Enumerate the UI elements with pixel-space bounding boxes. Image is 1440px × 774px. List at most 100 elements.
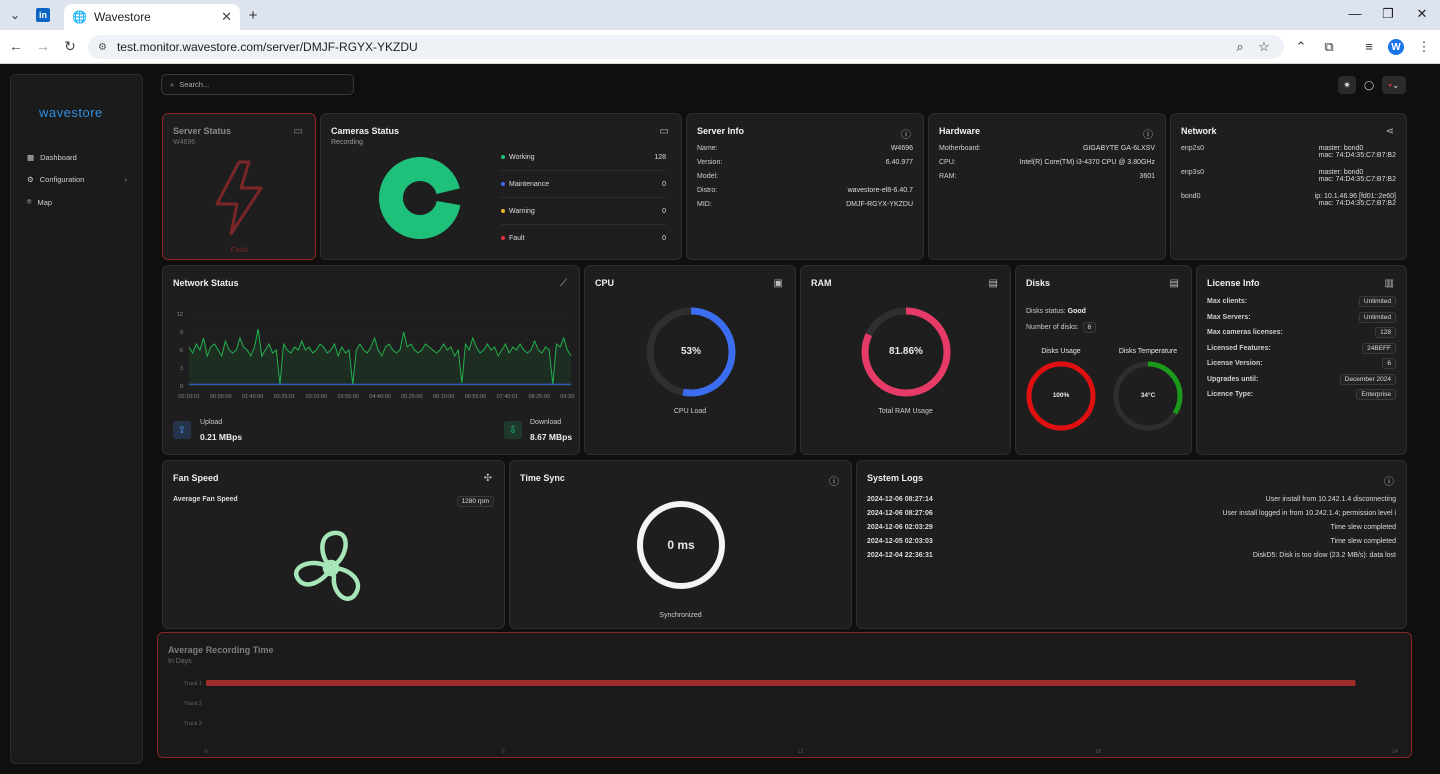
fan-blades-icon xyxy=(294,530,361,601)
wavestore-logo[interactable]: wavestore xyxy=(39,105,103,120)
ram-card: RAM ▤ 81.86% Total RAM Usage xyxy=(800,265,1011,455)
y-tick-label: 0 xyxy=(180,384,183,390)
server-info-card: Server Info ⓘ Name: W4696 Version: 6.40.97… xyxy=(686,113,924,260)
disk-icon: ▤ xyxy=(1169,278,1179,289)
hardware-row: CPU: Intel(R) Core(TM) i3-4370 CPU @ 3.80… xyxy=(939,159,1155,166)
legend-label: Maintenance xyxy=(509,181,550,188)
network-interface-row: bond0 ip: 10.1.46.96 [fd01::2e60] mac: 74:… xyxy=(1181,193,1396,207)
cameras-donut-chart xyxy=(379,157,461,239)
info-row: Model: xyxy=(697,173,719,180)
card-title: License Info xyxy=(1207,278,1260,288)
license-row: Max cameras licenses: 128 xyxy=(1207,327,1396,338)
recording-bar-chart: Track 1 Track 2 Track 3 0 6 12 18 24 xyxy=(184,680,1398,755)
map-pin-icon: ⌾ xyxy=(27,197,32,206)
working-arc xyxy=(379,157,461,239)
y-tick-label: 6 xyxy=(180,348,183,354)
log-entry: 2024-12-05 02:03:03 Time slew completed xyxy=(867,538,1396,545)
chevron-right-icon: › xyxy=(124,175,128,184)
sidebar-item-configuration[interactable]: ⚙ Configuration › xyxy=(27,175,127,184)
lightning-fault-icon xyxy=(215,160,263,236)
track-bar xyxy=(206,680,1356,686)
card-title: Average Recording Time xyxy=(168,645,274,655)
series-area xyxy=(189,329,571,386)
tab-search-icon[interactable]: ⌄ xyxy=(9,8,21,22)
language-flag-icon[interactable]: ▪ ⌄ xyxy=(1382,76,1406,94)
sidebar-item-dashboard[interactable]: ▦ Dashboard xyxy=(27,153,127,162)
ram-gauge xyxy=(861,307,951,397)
close-tab-icon[interactable]: ✕ xyxy=(221,9,232,24)
disks-usage-value: 100% xyxy=(1052,392,1070,399)
bookmark-star-icon[interactable]: ☆ xyxy=(1258,39,1270,54)
server-status-card: Server Status W4696 ▭ Fault xyxy=(162,113,316,260)
chip-icon: ▣ xyxy=(773,278,783,289)
card-subtitle: Recording xyxy=(331,139,363,146)
log-entry: 2024-12-06 02:03:29 Time slew completed xyxy=(867,524,1396,531)
zoom-icon[interactable]: ⌕ xyxy=(1236,39,1244,54)
network-card: Network ⋖ enp2s0 master: bond0 mac: 74:D4:… xyxy=(1170,113,1407,260)
video-camera-icon: ▭ xyxy=(659,126,669,137)
x-tick-label: 0 xyxy=(204,749,207,755)
url-text: test.monitor.wavestore.com/server/DMJF-R… xyxy=(116,40,418,54)
url-field[interactable]: ⚙ test.monitor.wavestore.com/server/DMJF… xyxy=(88,35,1284,59)
legend-value: 0 xyxy=(662,234,666,242)
info-icon: ⓘ xyxy=(1143,130,1153,141)
card-title: Hardware xyxy=(939,126,981,136)
globe-icon: 🌐 xyxy=(72,10,87,24)
app-root: wavestore ▦ Dashboard ⚙ Configuration › … xyxy=(0,64,1440,774)
sidebar-item-label: Map xyxy=(37,197,53,207)
fan-value: 1280 rpm xyxy=(456,496,494,507)
card-title: System Logs xyxy=(867,473,924,483)
info-row: Name: W4696 xyxy=(697,145,913,152)
media-icon[interactable]: ≡ xyxy=(1365,39,1373,54)
user-icon[interactable]: ◯ xyxy=(1363,79,1375,90)
network-line-chart: 12 9 6 3 0 00:10:01 00:55:00 01:40:00 02:25:01 03… xyxy=(177,312,575,400)
log-entry: 2024-12-04 22:36:31 DiskD5: Disk is too s… xyxy=(867,552,1396,559)
legend-label: Fault xyxy=(509,234,525,242)
license-row: Licensed Features: 24BEFF xyxy=(1207,343,1396,354)
x-tick-label: 09:30:00 xyxy=(560,394,575,400)
disks-status: Disks status: Good xyxy=(1026,308,1086,315)
back-icon[interactable]: ← xyxy=(9,38,23,54)
profile-avatar[interactable]: W xyxy=(1388,39,1404,55)
minimize-button[interactable]: — xyxy=(1348,6,1362,21)
time-sync-ring xyxy=(637,501,725,589)
x-tick-label: 00:55:00 xyxy=(210,394,231,400)
menu-icon[interactable]: ⋮ xyxy=(1417,39,1431,54)
x-tick-label: 06:55:00 xyxy=(465,394,486,400)
card-title: Cameras Status xyxy=(331,126,400,136)
network-status-card: Network Status ⟋ 12 9 6 3 0 00:10:01 00:55:00 0… xyxy=(162,265,580,455)
time-sync-status: Synchronized xyxy=(659,612,702,619)
info-icon: ⓘ xyxy=(1384,477,1394,488)
ram-value: 81.86% xyxy=(889,346,923,357)
forward-icon[interactable]: → xyxy=(36,38,50,54)
info-icon: ⓘ xyxy=(901,130,911,141)
cpu-value: 53% xyxy=(680,346,701,357)
disks-temp-label: Disks Temperature xyxy=(1118,348,1178,355)
sidebar-item-map[interactable]: ⌾ Map xyxy=(27,197,127,207)
license-card: License Info ▥ Max clients: Unlimited Max… xyxy=(1196,265,1407,455)
disks-count: Number of disks: 6 xyxy=(1026,322,1097,333)
disks-temp-value: 34°C xyxy=(1140,392,1156,399)
cameras-status-card: Cameras Status Recording ▭ Working 128 Ma… xyxy=(320,113,682,260)
extension-icon[interactable]: ⌃ xyxy=(1295,39,1307,54)
linkedin-tab-icon[interactable]: in xyxy=(36,8,50,22)
card-title: Network xyxy=(1181,126,1217,136)
upload-value: 0.21 MBps xyxy=(200,432,243,442)
bar-chart-icon: ▥ xyxy=(1384,278,1394,289)
puzzle-icon[interactable]: ⧉ xyxy=(1324,39,1334,54)
save-icon: ▤ xyxy=(988,278,998,289)
reload-icon[interactable]: ↻ xyxy=(64,38,76,54)
cpu-label: CPU Load xyxy=(673,408,707,415)
hardware-row: Motherboard: GIGABYTE GA-6LXSV xyxy=(939,145,1155,152)
info-icon: ⓘ xyxy=(829,477,839,488)
tab-wavestore[interactable]: 🌐 Wavestore ✕ xyxy=(64,4,240,30)
search-placeholder: Search... xyxy=(179,80,210,89)
theme-toggle-icon[interactable]: ✷ xyxy=(1338,76,1356,94)
new-tab-button[interactable]: + xyxy=(248,6,258,24)
site-settings-icon[interactable]: ⚙ xyxy=(98,41,107,53)
search-input[interactable]: ⌕ Search... xyxy=(161,74,354,95)
maximize-button[interactable]: ❐ xyxy=(1382,6,1394,21)
cpu-gauge-arc xyxy=(646,307,736,397)
close-window-button[interactable]: ✕ xyxy=(1416,6,1428,21)
time-sync-card: Time Sync ⓘ 0 ms Synchronized xyxy=(509,460,852,629)
